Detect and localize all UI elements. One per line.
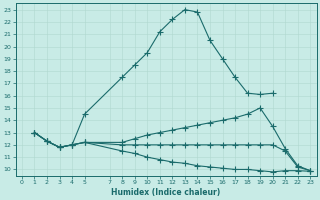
- X-axis label: Humidex (Indice chaleur): Humidex (Indice chaleur): [111, 188, 221, 197]
